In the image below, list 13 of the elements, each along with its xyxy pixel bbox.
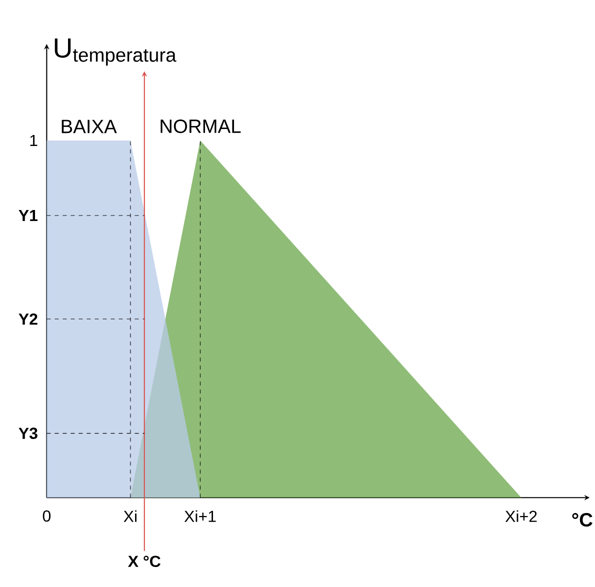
annotation: 1 [30, 134, 38, 146]
x-tick-label: Xi+2 [505, 510, 537, 522]
x-tick-label: Xi [124, 510, 136, 522]
series-label: BAIXA [62, 120, 117, 134]
x-axis-title: °C [572, 513, 592, 527]
ref-line-label: Y3 [18, 428, 38, 440]
x-tick-label: Xi+1 [184, 510, 216, 522]
text: X °C [128, 556, 161, 568]
series-label: NORMAL [160, 119, 241, 134]
ref-line-label: Y2 [18, 313, 38, 325]
ref-line-label: Y1 [18, 210, 38, 221]
x-tick-label: 0 [42, 510, 51, 522]
text: $\mathrm{U}_{\mathrm{temperatura}}$ [54, 38, 176, 66]
